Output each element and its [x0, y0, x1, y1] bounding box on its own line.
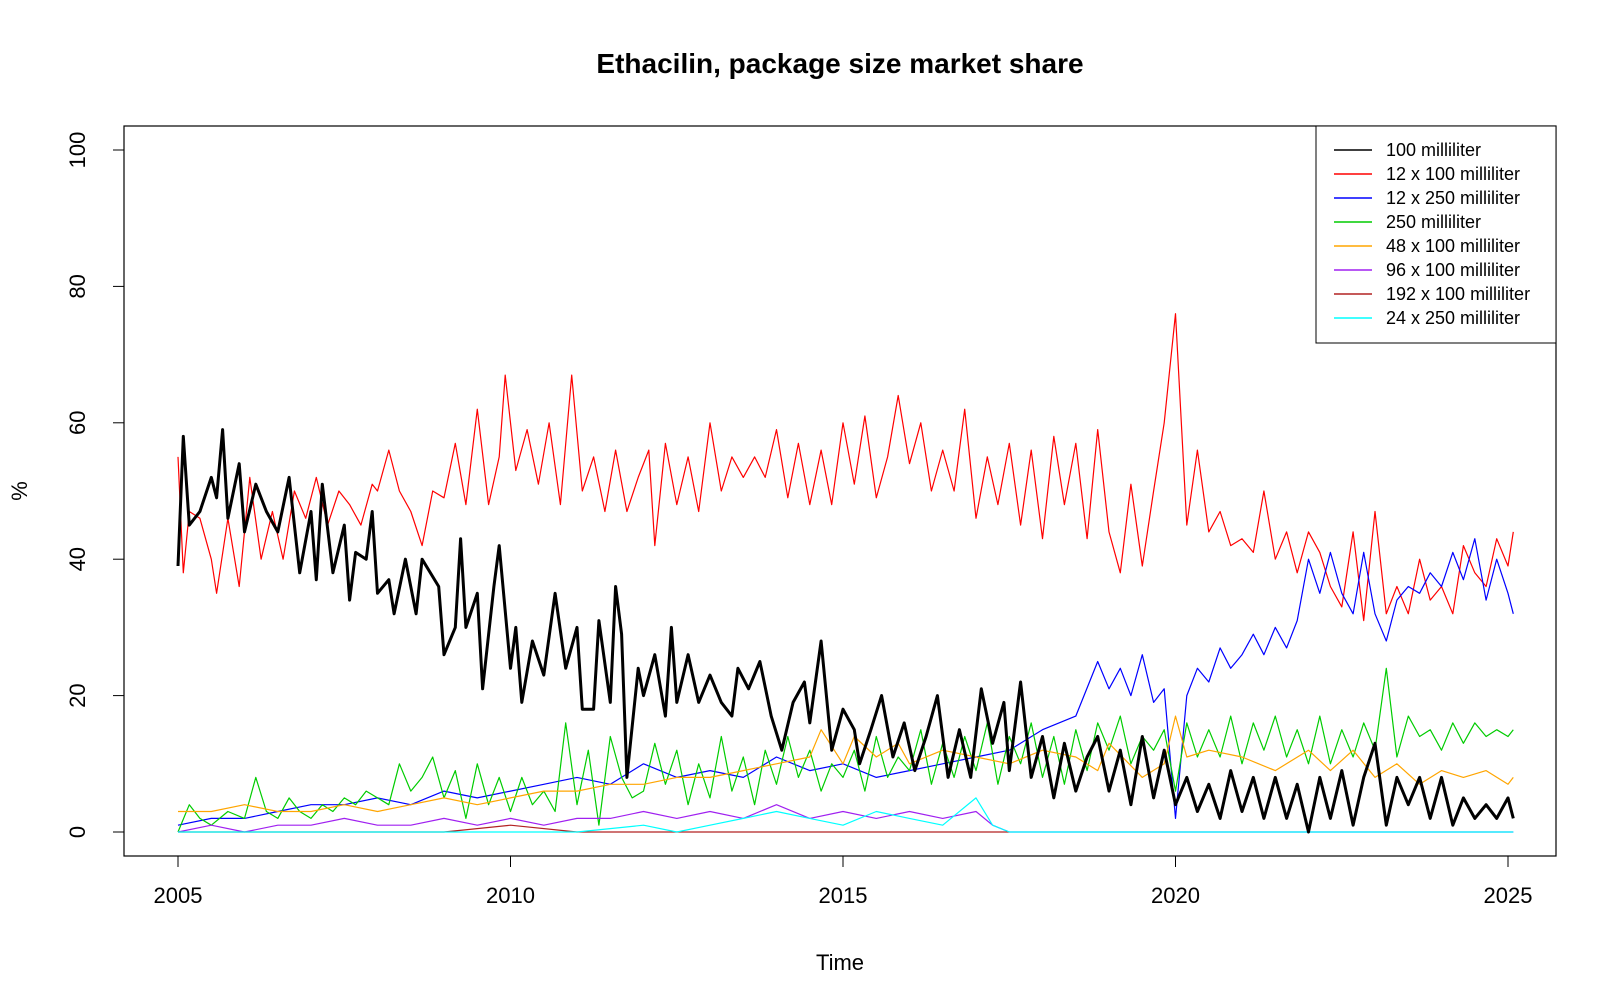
y-axis-label: % [7, 481, 32, 501]
x-tick-label: 2005 [154, 883, 203, 908]
legend-label: 48 x 100 milliliter [1386, 236, 1520, 256]
y-axis: 0 20 40 60 80 100 [65, 132, 125, 838]
series-line-2 [177, 538, 1514, 826]
legend-label: 12 x 100 milliliter [1386, 164, 1520, 184]
legend-box [1315, 125, 1557, 344]
y-tick-label: 100 [65, 132, 90, 169]
x-tick-label: 2010 [486, 883, 535, 908]
x-tick-label: 2020 [1151, 883, 1200, 908]
x-axis-label: Time [816, 950, 864, 975]
legend-label: 100 milliliter [1386, 140, 1481, 160]
series-line-1 [177, 313, 1514, 622]
legend-label: 96 x 100 milliliter [1386, 260, 1520, 280]
legend-label: 250 milliliter [1386, 212, 1481, 232]
x-axis: 2005 2010 2015 2020 2025 [154, 855, 1533, 908]
y-tick-label: 0 [65, 826, 90, 838]
series-line-4 [178, 715, 1514, 813]
series-line-0 [176, 428, 1515, 834]
series-line-7 [178, 797, 1514, 833]
legend-label: 192 x 100 milliliter [1386, 284, 1530, 304]
y-tick-label: 20 [65, 683, 90, 707]
series-line-3 [177, 667, 1514, 833]
legend-label: 12 x 250 milliliter [1386, 188, 1520, 208]
x-tick-label: 2025 [1484, 883, 1533, 908]
series-line-6 [178, 824, 1010, 833]
legend-label: 24 x 250 milliliter [1386, 308, 1520, 328]
series-layer [176, 313, 1515, 834]
y-tick-label: 60 [65, 411, 90, 435]
y-tick-label: 80 [65, 274, 90, 298]
y-tick-label: 40 [65, 547, 90, 571]
x-tick-label: 2015 [819, 883, 868, 908]
legend: 100 milliliter 12 x 100 milliliter 12 x 25… [1315, 125, 1557, 344]
chart-title: Ethacilin, package size market share [596, 48, 1083, 79]
